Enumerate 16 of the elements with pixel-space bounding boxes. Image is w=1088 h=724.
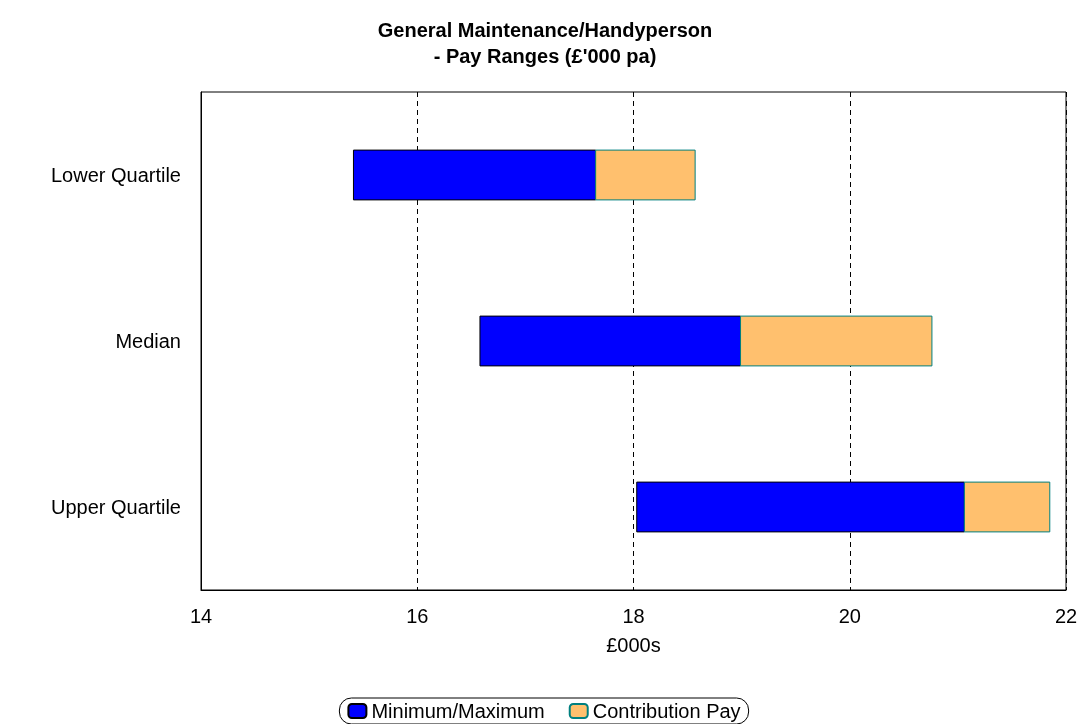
chart-title: General Maintenance/Handyperson - Pay Ranges (£'000 pa)	[377, 19, 713, 67]
y-tick-label: Upper Quartile	[50, 496, 181, 518]
x-tick-label: 18	[622, 605, 645, 627]
legend-label: Contribution Pay	[592, 700, 741, 722]
bar	[963, 481, 1051, 533]
y-tick-label: Median	[115, 330, 181, 352]
legend-label: Minimum/Maximum	[371, 700, 545, 722]
x-tick-label: 16	[406, 605, 429, 627]
x-tick-label: 22	[1054, 605, 1078, 627]
y-tick-label: Lower Quartile	[50, 164, 181, 186]
bar	[595, 149, 696, 201]
x-tick-label: 14	[189, 605, 213, 627]
x-axis-title: £000s	[606, 634, 661, 656]
bar	[740, 315, 933, 367]
x-tick-label: 20	[838, 605, 861, 627]
bar	[479, 315, 742, 367]
